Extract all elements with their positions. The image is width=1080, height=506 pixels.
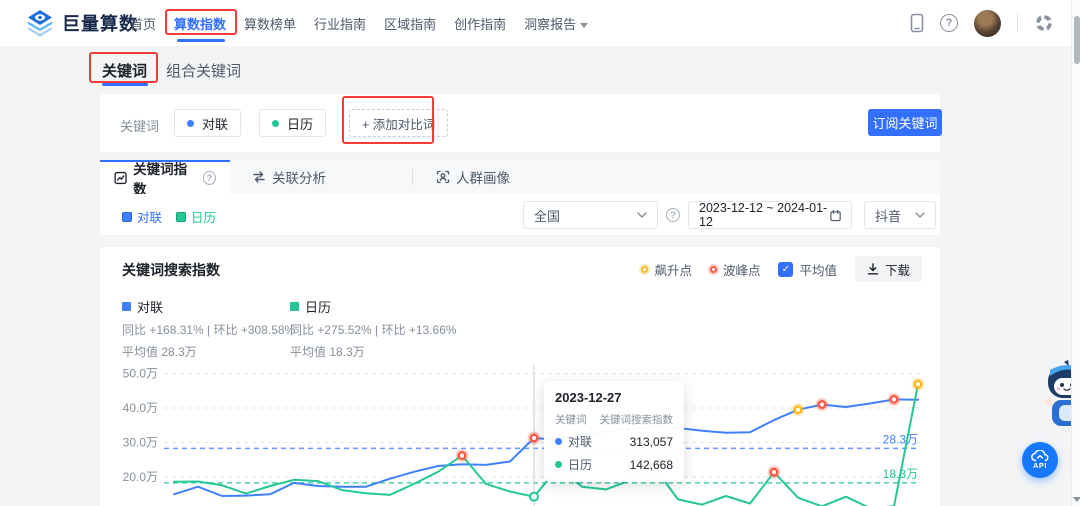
- chevron-down-icon: [915, 212, 925, 218]
- series-stats-duilian: 对联 同比 +168.31% | 环比 +308.58% 平均值 28.3万: [122, 300, 296, 359]
- caret-down-icon: [580, 22, 589, 28]
- peak-ring-icon: [709, 265, 717, 273]
- svg-text:50.0万: 50.0万: [123, 367, 158, 381]
- blue-dot-icon: [187, 119, 194, 127]
- main-nav: 首页 算数指数 算数榜单 行业指南 区域指南 创作指南 洞察报告: [130, 0, 589, 46]
- svg-text:20.0万: 20.0万: [123, 470, 158, 484]
- logo-text: 巨量算数: [62, 14, 138, 34]
- surge-point-toggle[interactable]: 飙升点: [641, 260, 692, 279]
- pinwheel-apps-icon[interactable]: [1034, 13, 1054, 33]
- avatar[interactable]: [974, 9, 1001, 37]
- blue-square-icon: [122, 211, 132, 222]
- tab-keyword-index[interactable]: 关键词指数 ?: [100, 160, 230, 197]
- person-scan-icon: [436, 170, 450, 184]
- blue-dot-icon: [555, 438, 562, 445]
- region-select[interactable]: 全国: [523, 201, 658, 229]
- tab-divider: [412, 169, 413, 185]
- yoy-mom-change: 同比 +275.52% | 环比 +13.66%: [290, 323, 457, 337]
- api-label: API: [1032, 461, 1047, 470]
- average-toggle[interactable]: ✓ 平均值: [778, 260, 837, 279]
- scrollbar-down-arrow[interactable]: [1073, 497, 1080, 502]
- chart-tooltip: 2023-12-27 关键词 关键词搜索指数 对联 313,057 日历 142…: [544, 381, 684, 482]
- svg-text:28.3万: 28.3万: [883, 432, 918, 446]
- swap-arrows-icon: [253, 171, 265, 183]
- search-index-card: 关键词搜索指数 飙升点 波峰点 ✓ 平均值 下载: [100, 247, 940, 506]
- add-compare-word-button[interactable]: + 添加对比词: [349, 109, 449, 137]
- average-value: 平均值 28.3万: [122, 345, 197, 359]
- cloud-sync-icon: [1031, 450, 1049, 462]
- subtab-underline: [102, 83, 148, 86]
- peak-point-toggle[interactable]: 波峰点: [709, 260, 760, 279]
- date-range-picker[interactable]: 2023-12-12 ~ 2024-01-12: [688, 201, 852, 229]
- help-icon[interactable]: ?: [940, 14, 958, 32]
- api-button[interactable]: API: [1022, 442, 1058, 478]
- download-button[interactable]: 下载: [854, 256, 922, 282]
- green-dot-icon: [272, 119, 279, 127]
- keyword-chip-rili[interactable]: 日历: [259, 109, 327, 137]
- svg-text:10.0万: 10.0万: [123, 505, 158, 506]
- mobile-app-icon[interactable]: [910, 13, 924, 33]
- logo-diamond-icon: [28, 10, 52, 37]
- yoy-mom-change: 同比 +168.31% | 环比 +308.58%: [122, 323, 296, 337]
- nav-item-creation-guide[interactable]: 创作指南: [454, 16, 507, 32]
- keyword-chip-label: 日历: [287, 116, 314, 132]
- series-stats-rili: 日历 同比 +275.52% | 环比 +13.66% 平均值 18.3万: [290, 300, 457, 359]
- top-navbar: 巨量算数 首页 算数指数 算数榜单 行业指南 区域指南 创作指南 洞察报告 ?: [0, 0, 1080, 46]
- subtab-combo-keyword[interactable]: 组合关键词: [166, 63, 242, 80]
- green-square-icon: [290, 302, 299, 311]
- active-nav-underline: [177, 39, 225, 42]
- legend-toggle-duilian[interactable]: 对联: [122, 207, 162, 226]
- tooltip-row: 日历 142,668: [555, 456, 673, 473]
- keyword-chip-duilian[interactable]: 对联: [174, 109, 242, 137]
- surge-ring-icon: [641, 265, 649, 273]
- blue-square-icon: [122, 302, 131, 311]
- keyword-chip-label: 对联: [202, 116, 229, 132]
- keyword-index-help-icon[interactable]: ?: [202, 171, 216, 185]
- logo[interactable]: 巨量算数: [26, 9, 138, 37]
- nav-item-industry-guide[interactable]: 行业指南: [314, 16, 367, 32]
- nav-item-suanshu-index[interactable]: 算数指数: [174, 16, 227, 32]
- nav-item-rankings[interactable]: 算数榜单: [244, 16, 297, 32]
- svg-text:40.0万: 40.0万: [123, 401, 158, 415]
- green-dot-icon: [555, 461, 562, 468]
- tab-relation-analysis[interactable]: 关联分析: [238, 160, 340, 194]
- tooltip-row: 对联 313,057: [555, 433, 673, 450]
- scrollbar-thumb[interactable]: [1073, 16, 1080, 64]
- chevron-down-icon: [637, 212, 647, 218]
- analysis-panel: 关键词指数 ? 关联分析 人群画像: [100, 160, 940, 235]
- legend-toggle-rili[interactable]: 日历: [176, 207, 216, 226]
- tab-strip: 关键词指数 ? 关联分析 人群画像: [100, 160, 940, 197]
- average-value: 平均值 18.3万: [290, 345, 365, 359]
- marker-legend: 飙升点 波峰点 ✓ 平均值 下载: [641, 256, 922, 282]
- topbar-divider: [1017, 14, 1018, 32]
- chart-title: 关键词搜索指数: [122, 262, 220, 278]
- tab-audience-portrait[interactable]: 人群画像: [422, 160, 524, 194]
- tooltip-col-keyword: 关键词: [555, 414, 587, 426]
- tooltip-date: 2023-12-27: [555, 390, 622, 405]
- download-icon: [867, 263, 879, 275]
- nav-item-home[interactable]: 首页: [130, 16, 157, 32]
- tooltip-col-value: 关键词搜索指数: [599, 414, 674, 426]
- platform-select[interactable]: 抖音: [864, 201, 936, 229]
- scrollbar-track[interactable]: [1071, 0, 1080, 506]
- calendar-icon: [830, 209, 841, 221]
- svg-text:30.0万: 30.0万: [123, 436, 158, 450]
- filter-label: 关键词: [120, 119, 160, 134]
- region-help-icon[interactable]: ?: [666, 208, 680, 222]
- chart-box-icon: [114, 171, 127, 185]
- checkbox-checked-icon[interactable]: ✓: [778, 261, 794, 277]
- keyword-filter-card: 关键词 对联 日历 + 添加对比词 订阅关键词: [100, 94, 942, 152]
- nav-item-insight-reports[interactable]: 洞察报告: [524, 14, 589, 33]
- controls-row: 对联 日历 全国 ? 2023-12-12 ~ 2024-01-12 抖音: [100, 194, 940, 235]
- subtab-keyword[interactable]: 关键词: [102, 63, 148, 80]
- topbar-right: ?: [910, 0, 1054, 46]
- nav-item-region-guide[interactable]: 区域指南: [384, 16, 437, 32]
- green-square-icon: [176, 211, 186, 222]
- subscribe-keyword-button[interactable]: 订阅关键词: [868, 109, 942, 136]
